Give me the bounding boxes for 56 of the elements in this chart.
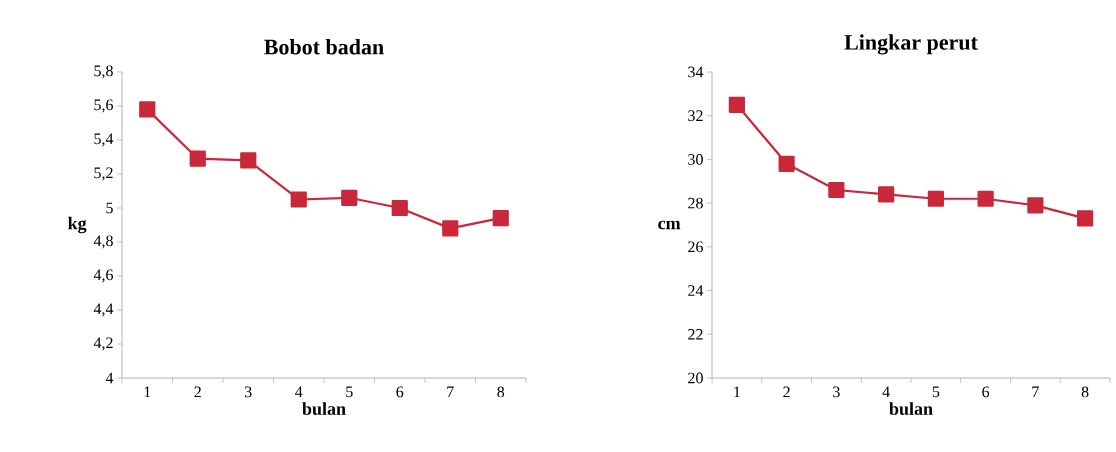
point: [828, 181, 845, 199]
point: [492, 210, 509, 227]
point: [139, 101, 156, 118]
x-tick-label: 7: [1032, 386, 1039, 397]
point: [1077, 210, 1094, 227]
y-tick-label: 28: [688, 197, 703, 209]
point: [189, 150, 206, 167]
y-tick-label: 4: [105, 372, 114, 384]
point: [442, 220, 459, 237]
x-tick-label: 8: [1081, 386, 1089, 398]
point: [391, 199, 408, 217]
x-tick-label: 5: [932, 386, 940, 398]
point: [977, 190, 994, 207]
x-tick-label: 5: [346, 386, 353, 398]
y-tick-label: 4,2: [93, 337, 113, 351]
x-tick-label: 1: [144, 386, 151, 398]
x-tick-label: 3: [833, 386, 840, 398]
y-tick-label: 32: [688, 110, 703, 122]
point: [878, 186, 895, 203]
y-tick-label: 4,4: [93, 303, 114, 317]
y-tick-label: 5,6: [94, 99, 114, 113]
y-tick-label: 5: [106, 202, 113, 214]
point: [341, 189, 358, 206]
y-tick-label: 4,6: [93, 269, 114, 283]
x-tick-label: 4: [882, 386, 890, 398]
point: [728, 96, 745, 113]
x-tick-label: 1: [734, 386, 740, 398]
y-tick-label: 30: [688, 154, 703, 165]
x-tick-label: 6: [982, 386, 990, 398]
y-axis-title: kg: [68, 216, 87, 234]
x-tick-label: 2: [194, 386, 201, 398]
x-tick-label: 4: [295, 386, 303, 398]
y-tick-label: 24: [688, 285, 704, 296]
y-axis-title: cm: [658, 220, 681, 230]
point: [290, 191, 307, 208]
point: [927, 190, 944, 207]
point: [778, 155, 795, 172]
point: [1027, 197, 1044, 214]
x-tick-label: 7: [447, 386, 454, 397]
x-axis-title: bulan: [889, 402, 933, 415]
y-tick-label: 5,8: [94, 65, 113, 79]
y-tick-label: 26: [688, 241, 703, 253]
x-tick-label: 3: [245, 386, 252, 398]
x-tick-label: 6: [396, 386, 404, 398]
y-tick-label: 20: [688, 372, 703, 384]
y-tick-label: 22: [688, 328, 703, 340]
chart-title: Lingkar perut: [844, 34, 978, 55]
y-tick-label: 4,8: [93, 235, 113, 249]
x-tick-label: 2: [783, 386, 790, 398]
y-tick-label: 5,2: [94, 167, 113, 181]
chart-title: Bobot badan: [264, 38, 384, 55]
y-tick-label: 5,4: [94, 133, 114, 147]
point: [240, 152, 257, 169]
x-axis-title: bulan: [302, 402, 346, 415]
y-tick-label: 34: [688, 66, 704, 78]
x-tick-label: 8: [497, 386, 505, 398]
